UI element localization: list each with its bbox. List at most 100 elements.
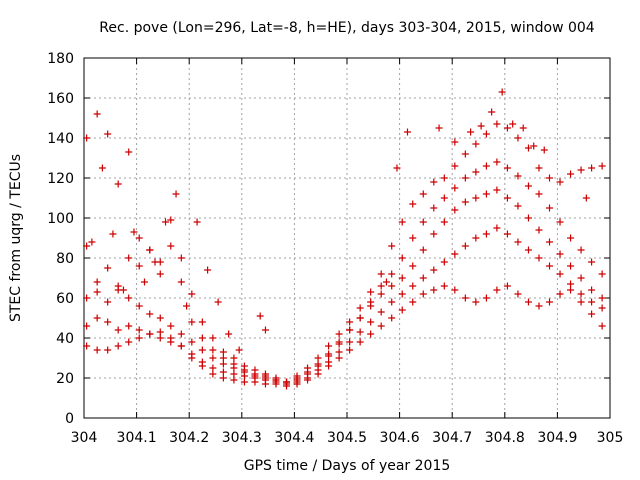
data-point (430, 178, 438, 186)
data-point (535, 254, 543, 262)
data-point (162, 218, 170, 226)
data-point (535, 164, 543, 172)
data-point (524, 298, 532, 306)
data-point (567, 280, 575, 288)
data-point (335, 330, 343, 338)
data-point (409, 262, 417, 270)
data-point (388, 282, 396, 290)
data-point (156, 328, 164, 336)
data-point (472, 140, 480, 148)
data-point (83, 294, 91, 302)
data-point (377, 322, 385, 330)
y-tick-label: 140 (47, 131, 74, 147)
data-point (261, 380, 269, 388)
data-point (104, 346, 112, 354)
data-point (524, 182, 532, 190)
data-point (393, 164, 401, 172)
data-point (167, 334, 175, 342)
data-point (482, 162, 490, 170)
data-point (135, 234, 143, 242)
data-point (503, 164, 511, 172)
data-point (177, 278, 185, 286)
data-point (356, 304, 364, 312)
data-point (125, 322, 133, 330)
data-point (356, 328, 364, 336)
data-point (209, 354, 217, 362)
data-point (440, 218, 448, 226)
data-point (104, 130, 112, 138)
data-point (430, 204, 438, 212)
y-axis-ticks: 0 20 40 60 80 100 120 140 160 180 (47, 51, 610, 427)
data-point (167, 216, 175, 224)
x-tick-label: 304.7 (432, 430, 472, 446)
data-point (514, 290, 522, 298)
data-point (598, 294, 606, 302)
y-tick-label: 60 (56, 291, 74, 307)
data-point (451, 138, 459, 146)
data-point (498, 88, 506, 96)
x-tick-label: 304.8 (485, 430, 525, 446)
data-point (388, 270, 396, 278)
data-point (209, 346, 217, 354)
data-point (419, 218, 427, 226)
data-point (146, 330, 154, 338)
data-point (146, 310, 154, 318)
x-tick-label: 304.1 (117, 430, 157, 446)
data-point (209, 370, 217, 378)
data-point (156, 270, 164, 278)
data-point (482, 190, 490, 198)
data-point (335, 338, 343, 346)
data-point (582, 194, 590, 202)
data-point (88, 238, 96, 246)
y-tick-label: 0 (65, 411, 74, 427)
data-point (83, 242, 91, 250)
data-point (114, 180, 122, 188)
data-point (198, 334, 206, 342)
data-point (493, 224, 501, 232)
y-tick-label: 120 (47, 171, 74, 187)
data-point (430, 266, 438, 274)
data-point (546, 204, 554, 212)
data-point (440, 174, 448, 182)
data-point (193, 218, 201, 226)
data-point (188, 354, 196, 362)
data-point (188, 338, 196, 346)
data-point (98, 164, 106, 172)
x-axis-ticks: 304 304.1 304.2 304.3 304.4 304.5 304.6 304.7 30… (71, 58, 623, 446)
data-point (167, 322, 175, 330)
data-point (567, 234, 575, 242)
data-point (461, 174, 469, 182)
data-point (556, 290, 564, 298)
data-point (577, 166, 585, 174)
data-point (225, 330, 233, 338)
data-point (514, 134, 522, 142)
data-point (577, 274, 585, 282)
data-point (346, 346, 354, 354)
data-point (503, 194, 511, 202)
data-point (135, 262, 143, 270)
data-point (135, 326, 143, 334)
data-point (493, 286, 501, 294)
data-point (472, 234, 480, 242)
data-point (304, 376, 312, 384)
data-point (524, 144, 532, 152)
data-point (519, 124, 527, 132)
data-point (477, 122, 485, 130)
data-point (388, 298, 396, 306)
data-point (230, 364, 238, 372)
data-point (356, 338, 364, 346)
data-point (546, 262, 554, 270)
data-point (430, 230, 438, 238)
data-point (230, 370, 238, 378)
data-point (93, 278, 101, 286)
data-point (325, 350, 333, 358)
data-point (530, 142, 538, 150)
data-point (472, 298, 480, 306)
data-point (419, 246, 427, 254)
data-point (482, 230, 490, 238)
y-tick-label: 160 (47, 91, 74, 107)
data-point (398, 306, 406, 314)
data-point (503, 124, 511, 132)
x-axis-title: GPS time / Days of year 2015 (244, 458, 451, 474)
x-tick-label: 304.6 (380, 430, 420, 446)
